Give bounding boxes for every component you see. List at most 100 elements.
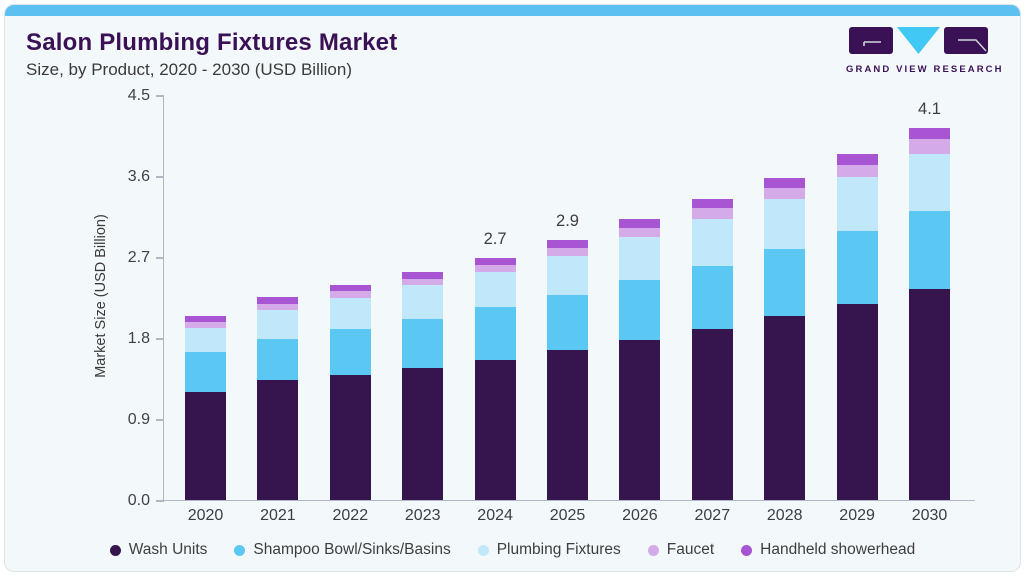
bar-segment — [329, 284, 371, 292]
x-tick-label: 2022 — [332, 507, 369, 524]
bar-2024 — [474, 257, 516, 500]
bar-segment — [836, 176, 878, 231]
bar-segment — [474, 265, 516, 273]
x-tick-label: 2029 — [839, 507, 875, 524]
y-tick-label: 2.7 — [127, 249, 150, 266]
legend-label: Plumbing Fixtures — [496, 541, 621, 558]
bar-segment — [909, 153, 950, 212]
bar-segment — [257, 310, 299, 339]
top-accent-bar — [5, 5, 1020, 16]
bar-segment — [474, 272, 516, 308]
legend-label: Shampoo Bowl/Sinks/Basins — [253, 541, 451, 558]
x-tick-label: 2023 — [404, 507, 441, 524]
bar-segment — [909, 211, 950, 290]
bar-2026 — [619, 219, 661, 500]
bar-segment — [547, 239, 588, 248]
bar-segment — [402, 284, 444, 320]
x-tick-label: 2020 — [187, 507, 224, 524]
legend-swatch — [477, 544, 489, 556]
gvr-logo: GRAND VIEW RESEARCH — [846, 27, 1004, 75]
bar-2021 — [257, 296, 299, 500]
bar-segment — [329, 374, 371, 500]
bar-segment — [619, 339, 661, 500]
bar-segment — [402, 272, 444, 279]
bar-total-label: 2.9 — [556, 211, 579, 230]
legend-label: Handheld showerhead — [760, 541, 916, 558]
bar-segment — [185, 352, 226, 392]
bar-2029 — [836, 154, 878, 500]
legend-swatch — [741, 544, 753, 556]
legend-swatch — [234, 544, 246, 556]
bar-segment — [836, 165, 878, 177]
bar-segment — [764, 199, 806, 249]
bar-segment — [836, 154, 878, 166]
bar-segment — [402, 278, 444, 285]
legend-label: Wash Units — [128, 541, 208, 558]
bar-segment — [329, 329, 371, 375]
bar-segment — [764, 248, 806, 317]
bar-2023 — [402, 272, 444, 500]
bar-segment — [185, 392, 226, 500]
x-tick-label: 2021 — [260, 507, 296, 524]
bar-segment — [836, 230, 878, 304]
y-tick — [156, 419, 164, 421]
bar-2025 — [547, 239, 588, 500]
bar-segment — [474, 307, 516, 360]
bar-2028 — [764, 177, 806, 500]
bar-segment — [909, 289, 950, 500]
bar-2022 — [329, 284, 371, 500]
bar-segment — [257, 338, 299, 381]
legend-label: Faucet — [666, 541, 715, 558]
bar-segment — [547, 349, 588, 500]
bar-segment — [402, 319, 444, 368]
x-tick-label: 2024 — [477, 507, 513, 524]
y-tick-label: 3.6 — [127, 168, 150, 185]
bar-2020 — [185, 315, 226, 500]
bar-segment — [619, 280, 661, 340]
legend: Wash Units Shampoo Bowl/Sinks/Basins Plumb… — [5, 541, 1020, 559]
bar-segment — [691, 329, 733, 500]
legend-item: Shampoo Bowl/Sinks/Basins — [234, 541, 451, 559]
y-tick — [156, 95, 164, 97]
x-tick-label: 2030 — [911, 507, 948, 524]
chart-card: Salon Plumbing Fixtures Market Size, by … — [4, 4, 1021, 572]
bar-segment — [909, 139, 950, 154]
y-tick — [156, 500, 164, 502]
bar-total-label: 2.7 — [483, 229, 507, 248]
bar-segment — [329, 297, 371, 329]
bar-segment — [185, 328, 226, 353]
legend-item: Plumbing Fixtures — [477, 541, 621, 559]
y-tick — [156, 176, 164, 178]
bar-segment — [257, 296, 299, 304]
legend-item: Faucet — [647, 541, 715, 559]
y-tick-label: 0.0 — [127, 492, 150, 509]
bar-segment — [691, 266, 733, 329]
bar-segment — [474, 257, 516, 266]
bar-2027 — [691, 198, 733, 500]
bar-segment — [691, 207, 733, 220]
x-tick-label: 2027 — [694, 507, 731, 524]
x-tick-label: 2028 — [766, 507, 803, 524]
bar-segment — [764, 316, 806, 500]
bar-segment — [547, 294, 588, 350]
bar-segment — [619, 237, 661, 281]
bar-segment — [619, 219, 661, 229]
bar-segment — [909, 128, 950, 140]
bar-total-label: 4.1 — [918, 100, 941, 119]
logo-text: GRAND VIEW RESEARCH — [846, 64, 1004, 75]
legend-swatch — [647, 544, 659, 556]
bar-segment — [474, 359, 516, 500]
legend-swatch — [109, 544, 121, 556]
bar-segment — [547, 256, 588, 295]
bar-segment — [257, 380, 299, 500]
y-tick — [156, 338, 164, 340]
y-tick-label: 4.5 — [127, 87, 150, 104]
y-tick — [156, 257, 164, 259]
bar-segment — [185, 321, 226, 329]
bar-segment — [402, 367, 444, 500]
bar-segment — [836, 303, 878, 500]
bar-segment — [547, 248, 588, 257]
bar-segment — [185, 315, 226, 322]
y-tick-label: 1.8 — [127, 330, 150, 347]
legend-item: Handheld showerhead — [741, 541, 915, 559]
